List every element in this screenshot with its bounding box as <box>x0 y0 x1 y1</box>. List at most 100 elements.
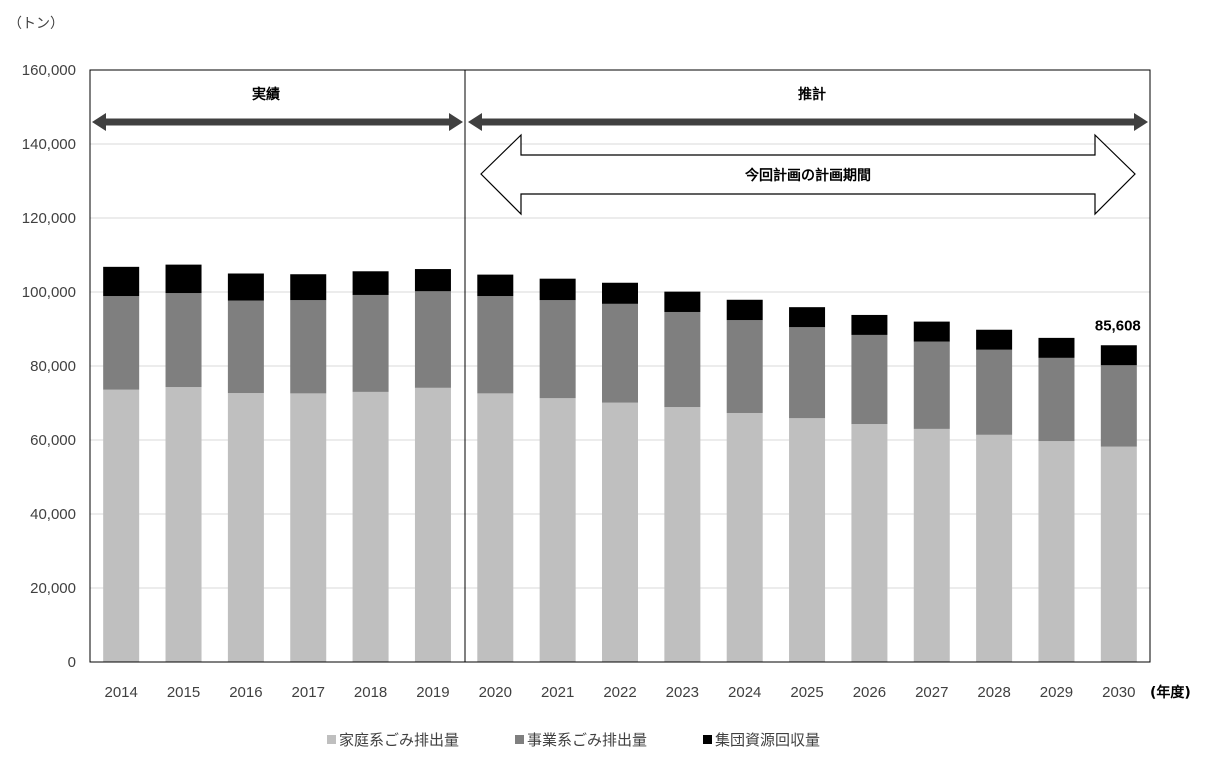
bar-segment-2 <box>1100 365 1137 447</box>
forecast-period-label: 推計 <box>798 86 826 103</box>
bar-segment-2 <box>726 320 763 413</box>
x-tick-label: 2015 <box>167 684 200 701</box>
bar-segment-1 <box>352 391 389 662</box>
x-tick-label: 2022 <box>603 684 636 701</box>
bar-segment-3 <box>913 321 950 342</box>
bar-segment-3 <box>165 264 202 294</box>
x-tick-label: 2026 <box>853 684 886 701</box>
y-axis-unit: （トン） <box>8 16 64 32</box>
x-tick-label: 2021 <box>541 684 574 701</box>
bar-segment-1 <box>477 393 514 662</box>
bar-segment-3 <box>414 269 451 292</box>
bar-segment-3 <box>976 329 1013 350</box>
x-tick-label: 2025 <box>790 684 823 701</box>
x-tick-label: 2020 <box>479 684 512 701</box>
bar-segment-3 <box>602 282 638 304</box>
legend-swatch <box>327 735 336 744</box>
y-tick-label: 80,000 <box>30 358 76 375</box>
forecast-period-arrow <box>468 113 1148 131</box>
bar-segment-3 <box>290 274 327 301</box>
y-tick-label: 140,000 <box>22 136 76 153</box>
bar-segment-1 <box>913 428 950 662</box>
bar-segment-2 <box>539 300 576 399</box>
bar-segment-2 <box>103 296 140 390</box>
x-tick-label: 2024 <box>728 684 761 701</box>
bar-segment-1 <box>976 434 1013 662</box>
bar-segment-3 <box>1038 337 1075 358</box>
bar-segment-1 <box>1038 441 1075 662</box>
y-tick-label: 120,000 <box>22 210 76 227</box>
legend-swatch <box>703 735 712 744</box>
x-tick-label: 2030 <box>1102 684 1135 701</box>
bar-segment-3 <box>789 307 826 328</box>
bar-segment-3 <box>664 291 701 312</box>
data-labels: 85,608 <box>1095 317 1141 334</box>
bar-segment-3 <box>352 271 389 295</box>
bar-segment-1 <box>414 387 451 662</box>
x-tick-label: 2023 <box>666 684 699 701</box>
bar-segment-3 <box>1100 345 1137 366</box>
bar-segment-1 <box>539 398 576 662</box>
y-tick-label: 160,000 <box>22 62 76 79</box>
bar-segment-1 <box>165 387 202 662</box>
x-tick-label: 2014 <box>104 684 137 701</box>
bar-segment-3 <box>851 314 888 335</box>
bar-segment-1 <box>664 407 701 662</box>
bar-segment-1 <box>103 389 140 662</box>
bar-segment-1 <box>602 402 638 662</box>
bar-segment-3 <box>477 274 514 297</box>
x-tick-label: 2016 <box>229 684 262 701</box>
bar-segment-3 <box>726 299 763 321</box>
plan-period-label: 今回計画の計画期間 <box>744 167 871 184</box>
bar-segment-2 <box>851 334 888 425</box>
y-tick-label: 100,000 <box>22 284 76 301</box>
x-tick-label: 2017 <box>292 684 325 701</box>
y-tick-label: 0 <box>68 654 76 671</box>
y-axis-ticks: 0 20,000 40,000 60,000 80,000 100,000 120,000 1… <box>22 62 76 671</box>
x-tick-label: 2019 <box>416 684 449 701</box>
bar-segment-1 <box>290 393 327 662</box>
plan-period-arrow <box>480 133 1136 216</box>
x-axis-unit: (年度) <box>1150 684 1191 701</box>
bar-segment-1 <box>227 393 264 662</box>
x-tick-label: 2029 <box>1040 684 1073 701</box>
bar-segment-3 <box>103 266 140 297</box>
x-tick-label: 2028 <box>977 684 1010 701</box>
bar-segment-2 <box>789 327 826 419</box>
bar-segment-2 <box>913 341 950 429</box>
bar-segment-3 <box>539 278 576 301</box>
bar-segment-2 <box>602 303 638 403</box>
bar-segment-2 <box>477 296 514 394</box>
bar-segment-2 <box>352 294 389 392</box>
bar-segment-2 <box>664 311 701 408</box>
bar-segment-2 <box>414 291 451 388</box>
actual-period-arrow <box>92 113 463 131</box>
bar-segment-1 <box>726 412 763 662</box>
bar-segment-2 <box>976 349 1013 435</box>
bar-segment-2 <box>227 300 264 394</box>
plot-frame <box>89 69 1151 663</box>
y-tick-label: 20,000 <box>30 580 76 597</box>
bars <box>103 264 1137 662</box>
legend-label: 家庭系ごみ排出量 <box>339 731 459 749</box>
x-axis-ticks: 2014 2015 2016 2017 2018 2019 2020 2021 2022 2023… <box>104 684 1135 701</box>
legend-label: 集団資源回収量 <box>715 731 820 749</box>
bar-segment-2 <box>290 300 327 394</box>
y-tick-label: 40,000 <box>30 506 76 523</box>
bar-segment-1 <box>851 424 888 662</box>
bar-segment-3 <box>227 273 264 301</box>
x-tick-label: 2018 <box>354 684 387 701</box>
bar-segment-2 <box>165 293 202 388</box>
actual-period-label: 実績 <box>252 86 280 103</box>
legend-label: 事業系ごみ排出量 <box>527 731 647 749</box>
x-tick-label: 2027 <box>915 684 948 701</box>
bar-segment-2 <box>1038 357 1075 442</box>
data-label: 85,608 <box>1095 317 1141 334</box>
bar-segment-1 <box>789 418 826 662</box>
legend-swatch <box>515 735 524 744</box>
y-tick-label: 60,000 <box>30 432 76 449</box>
legend: 家庭系ごみ排出量 事業系ごみ排出量 集団資源回収量 <box>327 731 820 749</box>
bar-segment-1 <box>1100 446 1137 662</box>
